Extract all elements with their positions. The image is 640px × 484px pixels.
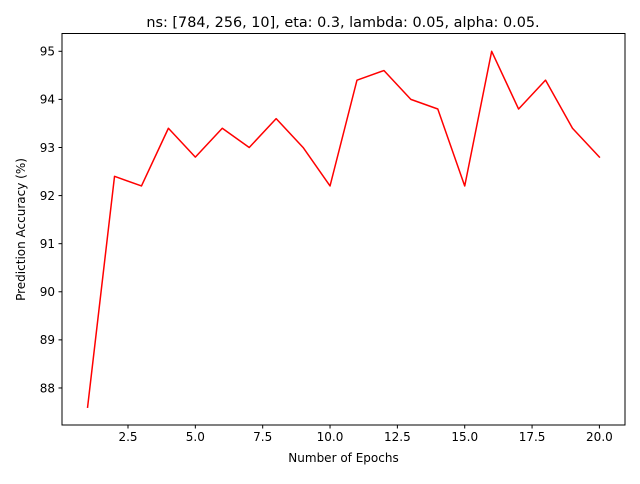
y-tick-label: 94 (40, 93, 55, 107)
plot-area (86, 50, 601, 409)
y-tick-label: 89 (40, 333, 55, 347)
x-tick-label: 17.5 (519, 430, 546, 444)
y-axis-label: Prediction Accuracy (%) (14, 158, 28, 301)
x-tick-label: 2.5 (118, 430, 137, 444)
y-tick-label: 93 (40, 141, 55, 155)
x-tick-label: 12.5 (384, 430, 411, 444)
x-tick-label: 15.0 (451, 430, 478, 444)
y-axis: 88 89 90 91 92 93 94 95 (40, 45, 62, 395)
x-tick-label: 5.0 (186, 430, 205, 444)
axes-frame (61, 33, 626, 426)
x-tick-label: 10.0 (317, 430, 344, 444)
y-tick-label: 95 (40, 45, 55, 59)
x-tick-label: 7.5 (253, 430, 272, 444)
chart-title: ns: [784, 256, 10], eta: 0.3, lambda: 0.… (146, 15, 539, 31)
y-tick-label: 90 (40, 285, 55, 299)
x-axis: 2.5 5.0 7.5 10.0 12.5 15.0 17.5 20.0 (118, 425, 613, 444)
x-axis-label: Number of Epochs (288, 451, 398, 465)
x-tick-label: 20.0 (586, 430, 613, 444)
y-tick-label: 91 (40, 237, 55, 251)
y-tick-label: 92 (40, 189, 55, 203)
series-line-0 (86, 50, 601, 409)
y-tick-label: 88 (40, 381, 55, 395)
